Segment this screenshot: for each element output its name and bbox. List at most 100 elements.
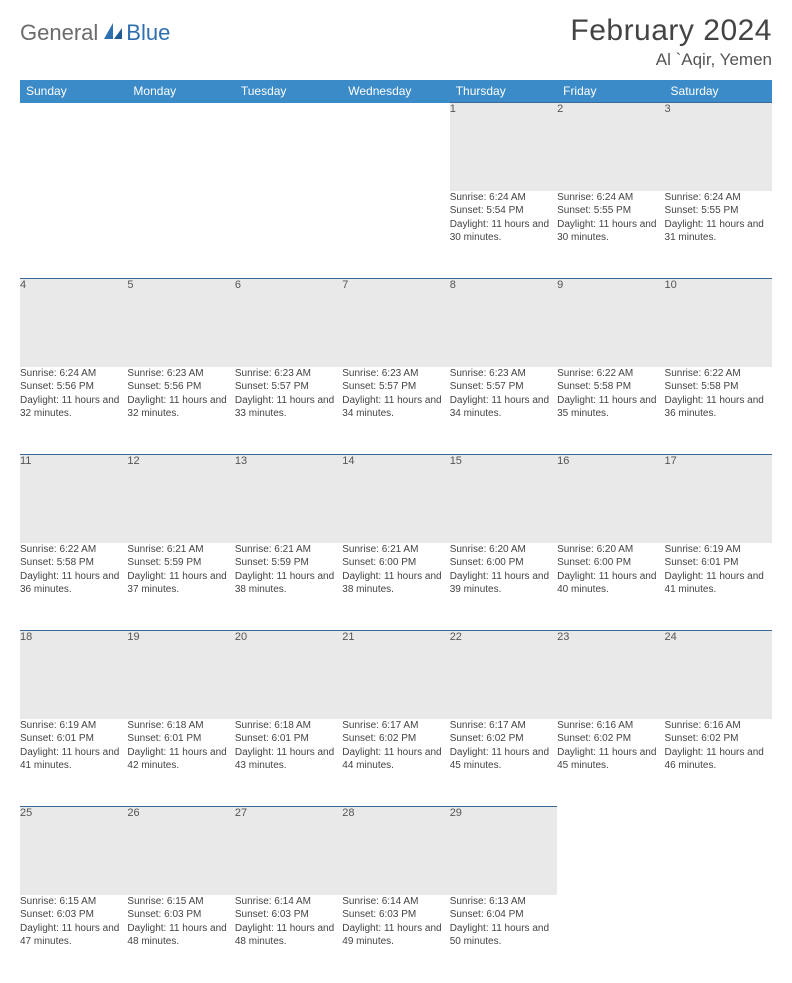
daylight-line: Daylight: 11 hours and 34 minutes. xyxy=(450,394,557,421)
sunrise-line: Sunrise: 6:15 AM xyxy=(20,895,127,909)
day-content-cell xyxy=(665,895,772,983)
day-number-cell: 5 xyxy=(127,279,234,367)
sunset-line: Sunset: 5:54 PM xyxy=(450,204,557,218)
day-number-cell: 16 xyxy=(557,455,664,543)
daylight-line: Daylight: 11 hours and 30 minutes. xyxy=(450,218,557,245)
day-content-cell: Sunrise: 6:14 AMSunset: 6:03 PMDaylight:… xyxy=(235,895,342,983)
daylight-line: Daylight: 11 hours and 37 minutes. xyxy=(127,570,234,597)
day-number-cell xyxy=(342,103,449,191)
sunrise-line: Sunrise: 6:14 AM xyxy=(342,895,449,909)
day-content-cell: Sunrise: 6:23 AMSunset: 5:57 PMDaylight:… xyxy=(235,367,342,455)
day-number-cell: 12 xyxy=(127,455,234,543)
sunset-line: Sunset: 6:04 PM xyxy=(450,908,557,922)
sunset-line: Sunset: 6:02 PM xyxy=(557,732,664,746)
daylight-line: Daylight: 11 hours and 31 minutes. xyxy=(665,218,772,245)
day-content-cell: Sunrise: 6:21 AMSunset: 5:59 PMDaylight:… xyxy=(235,543,342,631)
daylight-line: Daylight: 11 hours and 42 minutes. xyxy=(127,746,234,773)
day-number-cell xyxy=(557,807,664,895)
day-content-cell: Sunrise: 6:24 AMSunset: 5:54 PMDaylight:… xyxy=(450,191,557,279)
daylight-line: Daylight: 11 hours and 46 minutes. xyxy=(665,746,772,773)
day-content-cell: Sunrise: 6:21 AMSunset: 6:00 PMDaylight:… xyxy=(342,543,449,631)
sunrise-line: Sunrise: 6:21 AM xyxy=(127,543,234,557)
day-number-cell: 3 xyxy=(665,103,772,191)
day-content-cell: Sunrise: 6:24 AMSunset: 5:55 PMDaylight:… xyxy=(665,191,772,279)
sunrise-line: Sunrise: 6:19 AM xyxy=(665,543,772,557)
day-number-cell: 11 xyxy=(20,455,127,543)
day-header: Thursday xyxy=(450,80,557,103)
sunrise-line: Sunrise: 6:15 AM xyxy=(127,895,234,909)
sunrise-line: Sunrise: 6:18 AM xyxy=(235,719,342,733)
sunrise-line: Sunrise: 6:21 AM xyxy=(235,543,342,557)
day-content-cell: Sunrise: 6:23 AMSunset: 5:56 PMDaylight:… xyxy=(127,367,234,455)
day-content-cell: Sunrise: 6:22 AMSunset: 5:58 PMDaylight:… xyxy=(20,543,127,631)
daylight-line: Daylight: 11 hours and 33 minutes. xyxy=(235,394,342,421)
daylight-line: Daylight: 11 hours and 45 minutes. xyxy=(450,746,557,773)
sunrise-line: Sunrise: 6:20 AM xyxy=(450,543,557,557)
daylight-line: Daylight: 11 hours and 45 minutes. xyxy=(557,746,664,773)
sunrise-line: Sunrise: 6:24 AM xyxy=(665,191,772,205)
daylight-line: Daylight: 11 hours and 40 minutes. xyxy=(557,570,664,597)
day-content-cell xyxy=(557,895,664,983)
day-content-cell: Sunrise: 6:21 AMSunset: 5:59 PMDaylight:… xyxy=(127,543,234,631)
day-number-cell: 6 xyxy=(235,279,342,367)
daylight-line: Daylight: 11 hours and 35 minutes. xyxy=(557,394,664,421)
sunset-line: Sunset: 6:00 PM xyxy=(342,556,449,570)
sunrise-line: Sunrise: 6:22 AM xyxy=(665,367,772,381)
sunrise-line: Sunrise: 6:20 AM xyxy=(557,543,664,557)
day-content-cell: Sunrise: 6:18 AMSunset: 6:01 PMDaylight:… xyxy=(235,719,342,807)
daylight-line: Daylight: 11 hours and 44 minutes. xyxy=(342,746,449,773)
daylight-line: Daylight: 11 hours and 48 minutes. xyxy=(127,922,234,949)
sunset-line: Sunset: 5:59 PM xyxy=(235,556,342,570)
day-number-cell: 8 xyxy=(450,279,557,367)
daylight-line: Daylight: 11 hours and 32 minutes. xyxy=(20,394,127,421)
day-number-cell: 2 xyxy=(557,103,664,191)
day-number-cell: 10 xyxy=(665,279,772,367)
day-number-cell: 26 xyxy=(127,807,234,895)
sail-icon xyxy=(102,21,124,46)
sunrise-line: Sunrise: 6:19 AM xyxy=(20,719,127,733)
sunset-line: Sunset: 5:58 PM xyxy=(665,380,772,394)
day-number-cell: 15 xyxy=(450,455,557,543)
day-number-cell: 19 xyxy=(127,631,234,719)
daylight-line: Daylight: 11 hours and 32 minutes. xyxy=(127,394,234,421)
sunset-line: Sunset: 6:02 PM xyxy=(665,732,772,746)
sunrise-line: Sunrise: 6:24 AM xyxy=(557,191,664,205)
sunrise-line: Sunrise: 6:22 AM xyxy=(20,543,127,557)
daylight-line: Daylight: 11 hours and 41 minutes. xyxy=(665,570,772,597)
sunset-line: Sunset: 6:03 PM xyxy=(127,908,234,922)
daylight-line: Daylight: 11 hours and 48 minutes. xyxy=(235,922,342,949)
sunset-line: Sunset: 6:00 PM xyxy=(557,556,664,570)
day-number-cell: 9 xyxy=(557,279,664,367)
sunset-line: Sunset: 5:58 PM xyxy=(557,380,664,394)
sunset-line: Sunset: 6:01 PM xyxy=(665,556,772,570)
sunset-line: Sunset: 5:57 PM xyxy=(235,380,342,394)
day-number-cell: 7 xyxy=(342,279,449,367)
sunset-line: Sunset: 5:56 PM xyxy=(127,380,234,394)
day-number-cell: 22 xyxy=(450,631,557,719)
daylight-line: Daylight: 11 hours and 38 minutes. xyxy=(235,570,342,597)
sunset-line: Sunset: 5:57 PM xyxy=(342,380,449,394)
sunset-line: Sunset: 5:57 PM xyxy=(450,380,557,394)
day-content-cell: Sunrise: 6:17 AMSunset: 6:02 PMDaylight:… xyxy=(450,719,557,807)
sunset-line: Sunset: 6:01 PM xyxy=(20,732,127,746)
day-content-cell xyxy=(235,191,342,279)
sunrise-line: Sunrise: 6:24 AM xyxy=(450,191,557,205)
daylight-line: Daylight: 11 hours and 47 minutes. xyxy=(20,922,127,949)
location: Al `Aqir, Yemen xyxy=(570,50,772,70)
month-title: February 2024 xyxy=(570,14,772,48)
day-content-cell: Sunrise: 6:17 AMSunset: 6:02 PMDaylight:… xyxy=(342,719,449,807)
day-number-cell: 28 xyxy=(342,807,449,895)
day-number-cell: 24 xyxy=(665,631,772,719)
sunrise-line: Sunrise: 6:23 AM xyxy=(127,367,234,381)
daylight-line: Daylight: 11 hours and 39 minutes. xyxy=(450,570,557,597)
day-number-cell: 4 xyxy=(20,279,127,367)
day-content-cell: Sunrise: 6:16 AMSunset: 6:02 PMDaylight:… xyxy=(557,719,664,807)
day-number-cell: 14 xyxy=(342,455,449,543)
sunrise-line: Sunrise: 6:17 AM xyxy=(450,719,557,733)
day-content-cell: Sunrise: 6:18 AMSunset: 6:01 PMDaylight:… xyxy=(127,719,234,807)
title-block: February 2024 Al `Aqir, Yemen xyxy=(570,14,772,70)
sunrise-line: Sunrise: 6:22 AM xyxy=(557,367,664,381)
day-number-cell: 18 xyxy=(20,631,127,719)
day-number-cell xyxy=(20,103,127,191)
day-number-cell: 21 xyxy=(342,631,449,719)
